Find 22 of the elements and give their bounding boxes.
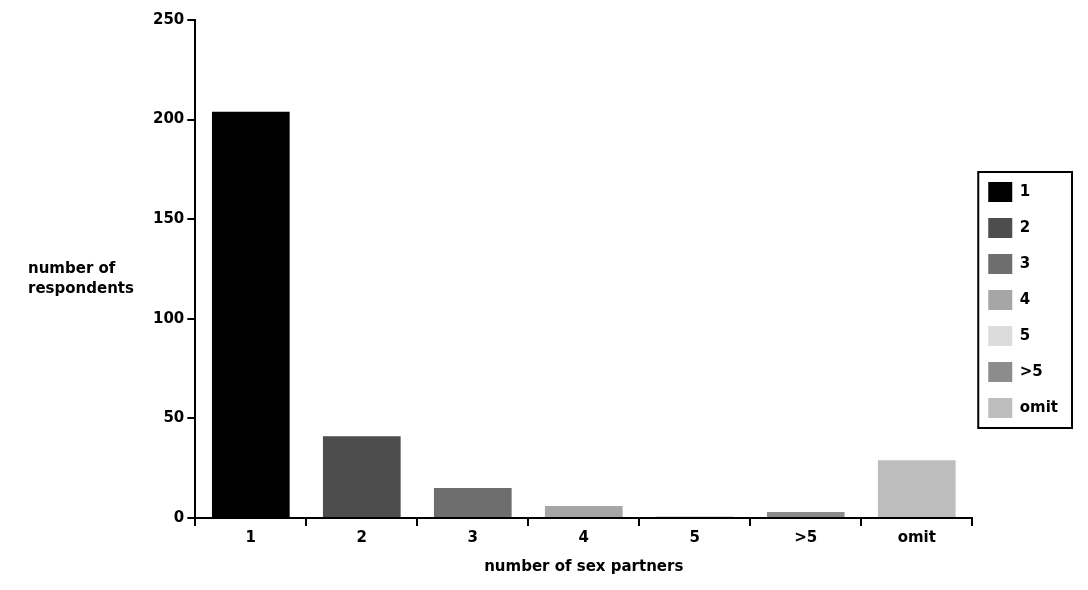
y-tick-label: 50 — [163, 408, 185, 427]
x-tick-label: 1 — [245, 527, 257, 546]
legend-label: 2 — [1019, 217, 1031, 236]
x-tick-label: 5 — [689, 527, 700, 546]
y-tick-label: 0 — [173, 507, 185, 526]
legend-label: omit — [1019, 397, 1058, 416]
legend-label: >5 — [1019, 361, 1043, 380]
x-axis-title: number of sex partners — [484, 556, 684, 575]
y-axis-title: number of respondents — [28, 258, 135, 298]
y-tick-label: 250 — [153, 9, 185, 28]
y-tick-label: 200 — [153, 109, 185, 128]
y-tick-label: 150 — [153, 209, 185, 228]
x-tick-label: 2 — [356, 527, 368, 546]
legend-label: 1 — [1019, 181, 1031, 200]
x-tick-label: >5 — [794, 527, 818, 546]
x-tick-label: 4 — [578, 527, 589, 546]
legend-label: 4 — [1019, 289, 1031, 308]
legend-label: 3 — [1019, 253, 1031, 272]
x-tick-label: 3 — [467, 527, 479, 546]
y-tick-label: 100 — [153, 308, 185, 327]
x-tick-label: omit — [897, 527, 936, 546]
legend-label: 5 — [1019, 325, 1031, 344]
